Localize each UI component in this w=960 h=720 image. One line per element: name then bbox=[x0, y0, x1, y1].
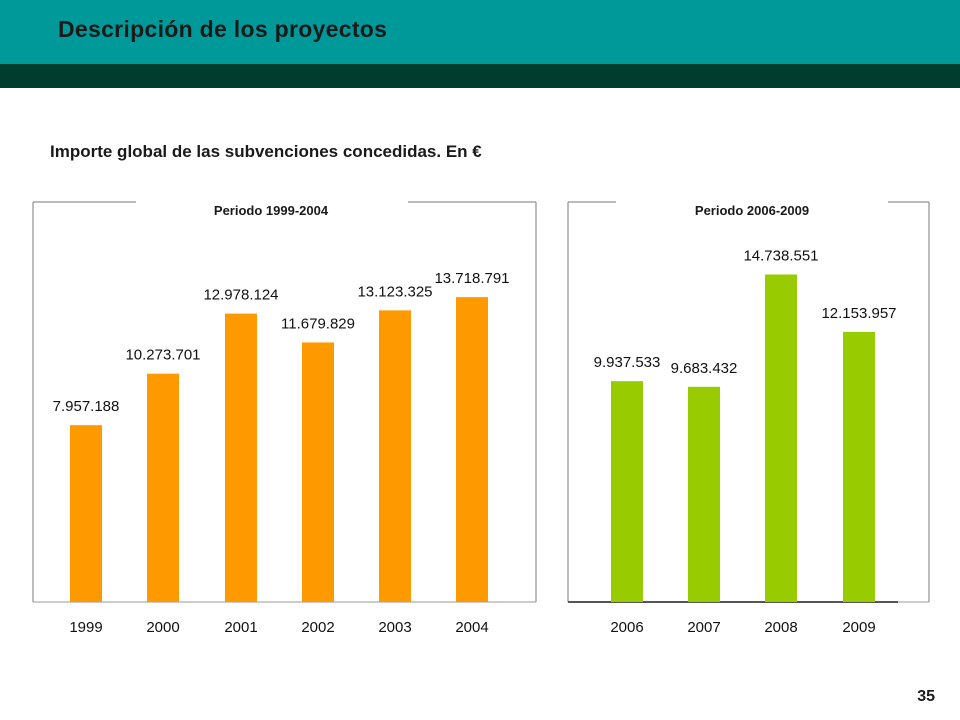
x-tick-label: 2007 bbox=[687, 619, 720, 636]
data-label: 13.123.325 bbox=[357, 283, 432, 300]
bar bbox=[147, 373, 179, 602]
data-label: 9.937.533 bbox=[594, 354, 661, 371]
bar bbox=[843, 331, 875, 602]
data-label: 9.683.432 bbox=[671, 360, 738, 377]
bar bbox=[302, 342, 334, 602]
x-tick-label: 2008 bbox=[764, 619, 797, 636]
data-label: 10.273.701 bbox=[125, 347, 200, 364]
x-tick-label: 2001 bbox=[224, 619, 257, 636]
chart-subtitle: Importe global de las subvenciones conce… bbox=[50, 142, 482, 161]
chart-title: Periodo 1999-2004 bbox=[214, 203, 329, 218]
header-band bbox=[0, 0, 960, 64]
x-tick-label: 2004 bbox=[455, 619, 488, 636]
x-tick-label: 2006 bbox=[610, 619, 643, 636]
data-label: 13.718.791 bbox=[434, 270, 509, 287]
data-label: 14.738.551 bbox=[743, 247, 818, 264]
page-number: 35 bbox=[917, 688, 935, 705]
bar bbox=[765, 274, 797, 602]
bar bbox=[70, 425, 102, 602]
bar bbox=[379, 310, 411, 602]
data-label: 12.978.124 bbox=[203, 287, 278, 304]
x-tick-label: 2009 bbox=[842, 619, 875, 636]
x-tick-label: 2003 bbox=[378, 619, 411, 636]
chart-title: Periodo 2006-2009 bbox=[695, 203, 809, 218]
page-title: Descripción de los proyectos bbox=[58, 16, 388, 42]
bar bbox=[456, 297, 488, 602]
bar bbox=[688, 386, 720, 602]
bar bbox=[225, 313, 257, 602]
header-divider-band bbox=[0, 64, 960, 88]
x-tick-label: 2000 bbox=[146, 619, 179, 636]
data-label: 7.957.188 bbox=[53, 398, 120, 415]
bar bbox=[611, 381, 643, 602]
data-label: 12.153.957 bbox=[821, 305, 896, 322]
x-tick-label: 1999 bbox=[69, 619, 102, 636]
data-label: 11.679.829 bbox=[281, 315, 355, 332]
x-tick-label: 2002 bbox=[301, 619, 334, 636]
